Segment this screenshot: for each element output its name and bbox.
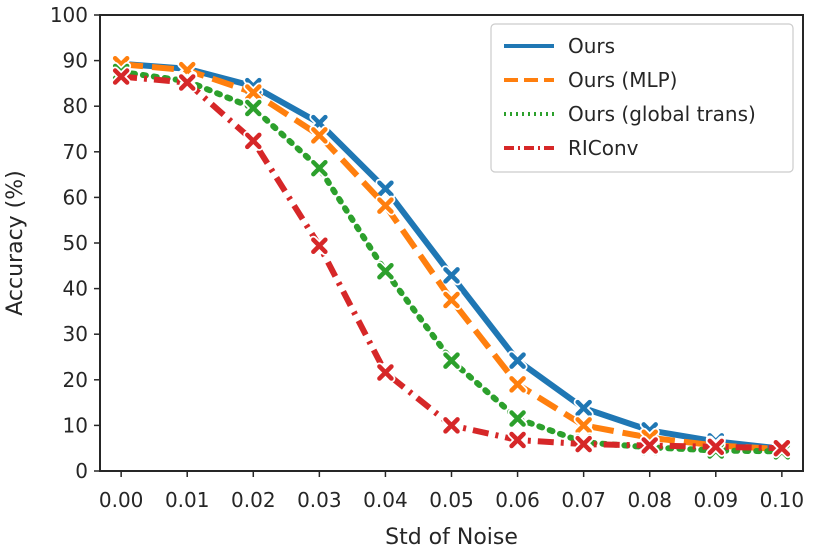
x-tick-label: 0.07 [561,488,606,512]
y-tick-label: 20 [63,368,88,392]
x-tick-label: 0.00 [99,488,144,512]
x-tick-label: 0.06 [495,488,540,512]
x-tick-label: 0.08 [627,488,672,512]
data-point [243,98,264,119]
data-point [639,435,660,456]
data-point [177,72,198,93]
data-point [375,261,396,282]
legend-label: Ours [568,34,615,58]
y-tick-label: 100 [50,3,88,27]
series-riconv [111,66,792,459]
y-tick-label: 80 [63,94,88,118]
data-point [111,66,132,87]
x-tick-label: 0.09 [694,488,739,512]
data-point [309,235,330,256]
data-point [573,434,594,455]
data-point [309,125,330,146]
x-axis-ticks: 0.00 0.01 0.02 0.03 0.04 0.05 0.06 0.07 0.08 0.09… [99,471,804,512]
data-point [771,438,792,459]
legend: Ours Ours (MLP) Ours (global trans) RIConv [490,23,794,173]
y-tick-label: 0 [75,459,88,483]
y-tick-label: 10 [63,413,88,437]
plot-area [111,53,792,462]
x-tick-label: 0.01 [165,488,210,512]
data-point [441,265,462,286]
y-tick-label: 90 [63,49,88,73]
y-tick-label: 40 [63,277,88,301]
y-axis-ticks: 0 10 20 30 40 50 60 70 80 90 100 [50,3,100,483]
x-axis-label: Std of Noise [385,525,518,550]
legend-item: Ours [504,34,615,58]
data-point [507,408,528,429]
x-tick-label: 0.10 [760,488,805,512]
y-axis-label: Accuracy (%) [3,170,28,316]
data-point [375,362,396,383]
legend-item: Ours (global trans) [504,102,756,126]
data-point [441,290,462,310]
x-tick-label: 0.04 [363,488,408,512]
data-point [309,158,330,179]
y-tick-label: 50 [63,231,88,255]
data-point [243,130,264,151]
x-tick-label: 0.05 [429,488,474,512]
y-tick-label: 60 [63,185,88,209]
legend-label: Ours (MLP) [568,68,677,92]
data-point [375,195,396,216]
data-point [243,82,264,103]
data-point [507,350,528,371]
y-tick-label: 70 [63,140,88,164]
data-point [441,350,462,371]
legend-label: Ours (global trans) [568,102,756,126]
data-point [573,415,594,436]
x-tick-label: 0.03 [297,488,342,512]
y-tick-label: 30 [63,322,88,346]
legend-item: RIConv [504,136,639,160]
data-point [507,374,528,395]
legend-item: Ours (MLP) [504,68,677,92]
data-point [375,178,396,199]
data-point [705,436,726,457]
data-point [441,415,462,436]
series-line [120,61,783,453]
data-point [573,398,594,419]
data-point [507,429,528,450]
legend-box [490,23,794,173]
x-tick-label: 0.02 [231,488,276,512]
legend-label: RIConv [568,136,639,160]
